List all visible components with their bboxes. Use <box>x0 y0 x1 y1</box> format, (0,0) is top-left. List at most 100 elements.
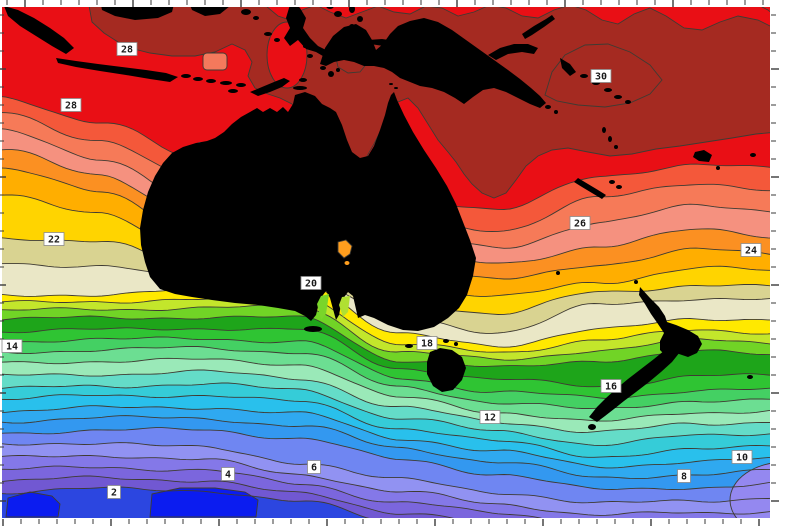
contour-label-text: 30 <box>595 72 607 83</box>
contour-label-text: 18 <box>421 339 433 350</box>
contour-label-box <box>1 339 23 353</box>
spencer-gulf <box>317 294 329 320</box>
margin-0 <box>0 0 799 7</box>
contour-label-8: 8 <box>677 469 691 483</box>
island-dot-29 <box>614 95 622 99</box>
land-new-caledonia <box>574 178 606 199</box>
deep-blue-patch-mid <box>149 487 259 518</box>
contour-label-26: 26 <box>569 216 591 230</box>
island-dot-0 <box>181 74 191 78</box>
island-dot-7 <box>357 16 363 22</box>
island-dot-46 <box>747 375 753 379</box>
contour-label-18: 18 <box>416 336 438 350</box>
contour-label-box <box>740 243 762 257</box>
contour-label-box <box>107 485 121 499</box>
land-nz-south-island <box>589 344 680 422</box>
island-dot-12 <box>328 71 334 77</box>
contour-label-box <box>416 336 438 350</box>
contour-line-11 <box>0 382 799 447</box>
island-dot-14 <box>299 78 307 82</box>
contour-label-text: 28 <box>65 101 77 112</box>
contour-line-12 <box>0 369 799 433</box>
island-dot-13 <box>336 68 340 72</box>
contour-line-6 <box>0 442 799 504</box>
island-dot-45 <box>634 280 638 284</box>
island-dot-17 <box>389 83 393 85</box>
island-dot-3 <box>220 81 232 85</box>
contour-line-5 <box>0 454 799 516</box>
contour-label-box <box>60 98 82 112</box>
contour-label-text: 12 <box>484 413 496 424</box>
contour-label-box <box>600 379 622 393</box>
contour-label-box <box>677 469 691 483</box>
contour-label-4: 4 <box>221 467 235 481</box>
contour-label-22: 22 <box>43 232 65 246</box>
contour-label-30: 30 <box>590 69 612 83</box>
land-new-ireland <box>522 15 555 39</box>
contour-label-10: 10 <box>731 450 753 464</box>
island-dot-22 <box>241 9 251 15</box>
lake-eyre-south <box>344 261 350 265</box>
contour-label-text: 28 <box>121 45 133 56</box>
island-dot-23 <box>253 16 259 20</box>
contour-line-15 <box>0 336 799 400</box>
island-dot-15 <box>293 86 307 90</box>
land-java <box>56 58 178 82</box>
island-dot-33 <box>614 145 618 149</box>
contour-label-box <box>569 216 591 230</box>
island-dot-11 <box>320 66 326 70</box>
margin-3 <box>770 0 799 526</box>
island-dot-47 <box>556 271 560 275</box>
contour-label-text: 26 <box>574 219 586 230</box>
island-dot-4 <box>236 83 246 87</box>
deep-blue-patch-west <box>5 491 61 518</box>
contour-label-text: 2 <box>111 488 117 499</box>
land-fiji <box>693 150 712 162</box>
island-dot-41 <box>443 339 449 343</box>
contour-label-24: 24 <box>740 243 762 257</box>
island-dot-2 <box>206 79 216 83</box>
island-dot-16 <box>394 87 398 89</box>
island-dot-37 <box>750 153 756 157</box>
contour-label-28: 28 <box>116 42 138 56</box>
contour-line-10 <box>0 394 799 458</box>
gulf-st-vincent <box>339 296 350 317</box>
contour-line-14 <box>0 345 799 409</box>
island-dot-10 <box>351 31 357 35</box>
contour-label-28: 28 <box>60 98 82 112</box>
island-dot-40 <box>405 344 413 348</box>
land-timor <box>250 78 290 96</box>
margin-2 <box>0 0 2 526</box>
contour-label-text: 22 <box>48 235 60 246</box>
contour-label-text: 10 <box>736 453 748 464</box>
island-dot-28 <box>604 88 612 92</box>
island-dot-26 <box>580 74 588 78</box>
contour-label-text: 4 <box>225 470 231 481</box>
contour-label-box <box>43 232 65 246</box>
land-seram <box>368 39 398 46</box>
contour-label-box <box>116 42 138 56</box>
island-dot-18 <box>334 11 342 17</box>
contour-line-30-0 <box>544 43 663 108</box>
island-dot-21 <box>274 38 280 42</box>
contour-line-7 <box>0 427 799 491</box>
island-dot-31 <box>602 127 606 133</box>
island-dot-24 <box>307 54 313 58</box>
island-dot-35 <box>616 185 622 189</box>
contour-label-box <box>731 450 753 464</box>
land-new-britain <box>488 44 538 60</box>
island-dot-34 <box>609 180 615 184</box>
contour-line-3 <box>0 475 532 526</box>
contour-labels: 28 28 30 26 24 22 20 18 16 14 12 10 8 6 4 2 <box>1 42 762 499</box>
inland-water-overlays <box>317 239 353 320</box>
contour-label-box <box>221 467 235 481</box>
island-dot-1 <box>193 77 203 81</box>
land-tasmania <box>427 348 466 392</box>
lake-eyre <box>337 239 353 259</box>
island-dot-9 <box>354 41 362 47</box>
island-dot-39 <box>554 110 558 114</box>
island-dot-43 <box>304 326 322 332</box>
contour-label-box <box>590 69 612 83</box>
